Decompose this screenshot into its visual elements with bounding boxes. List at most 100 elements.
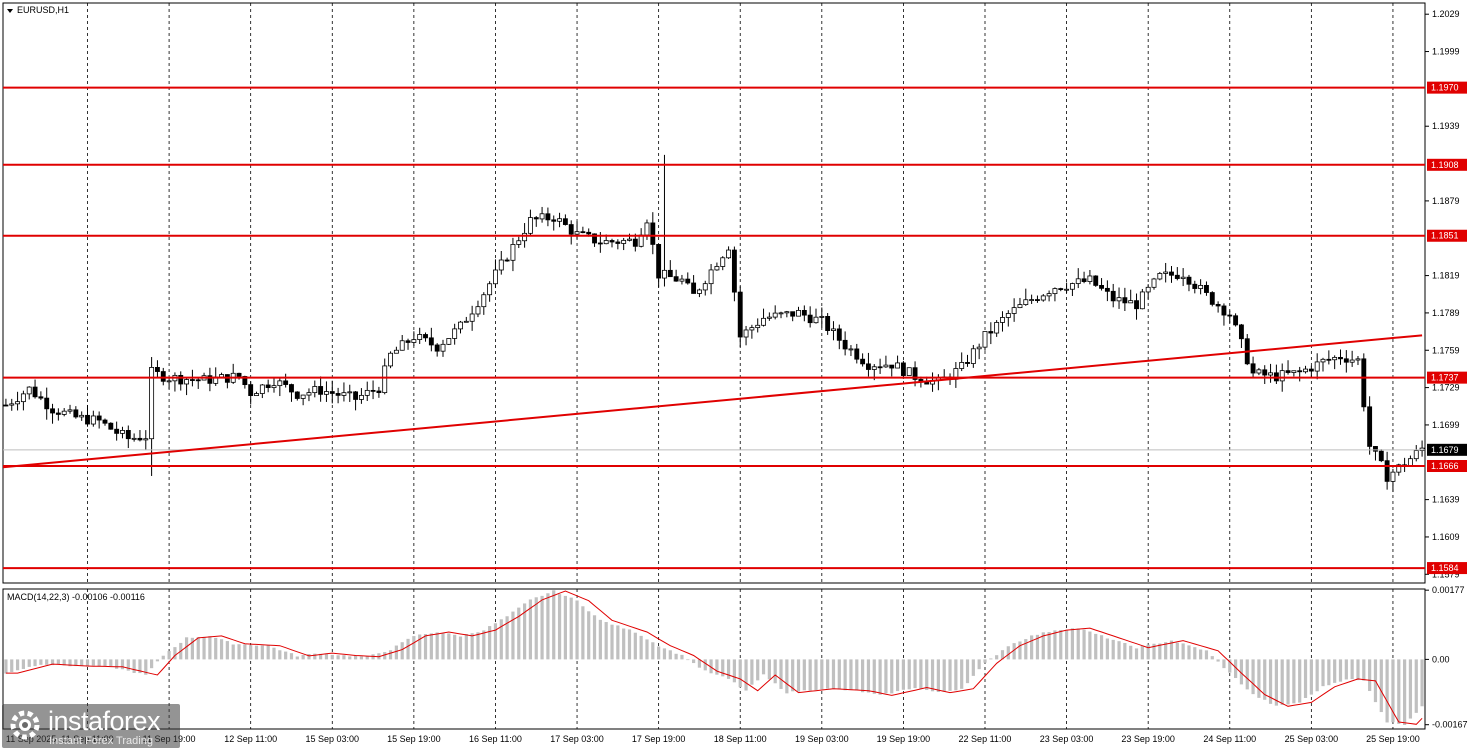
bear-candle bbox=[160, 371, 166, 382]
bear-candle bbox=[428, 337, 434, 346]
bear-candle bbox=[1186, 276, 1192, 285]
bear-candle bbox=[615, 241, 621, 244]
bull-candle bbox=[848, 348, 854, 351]
bear-candle bbox=[1209, 292, 1215, 305]
bull-candle bbox=[831, 328, 836, 331]
bear-candle bbox=[965, 362, 970, 364]
time-axis-label: 16 Sep 11:00 bbox=[469, 734, 522, 744]
bull-candle bbox=[976, 346, 982, 350]
bear-candle bbox=[1238, 324, 1244, 340]
bear-candle bbox=[854, 348, 860, 360]
level-label: 1.1737 bbox=[1431, 373, 1459, 383]
bull-candle bbox=[120, 430, 125, 434]
bull-candle bbox=[1145, 286, 1151, 293]
bull-candle bbox=[1180, 276, 1186, 279]
bull-candle bbox=[388, 352, 393, 367]
bull-candle bbox=[1116, 297, 1122, 302]
level-badge bbox=[1427, 81, 1467, 94]
time-axis-label: 18 Sep 11:00 bbox=[714, 734, 767, 744]
bear-candle bbox=[1262, 369, 1268, 376]
time-axis-label: 23 Sep 03:00 bbox=[1040, 734, 1094, 744]
bull-candle bbox=[621, 239, 627, 244]
bull-candle bbox=[277, 380, 283, 387]
instaforex-logo-icon bbox=[10, 710, 40, 740]
bull-candle bbox=[143, 438, 149, 441]
bear-candle bbox=[137, 437, 143, 441]
bear-candle bbox=[656, 244, 662, 279]
bear-candle bbox=[731, 249, 737, 293]
bear-candle bbox=[376, 390, 382, 394]
bear-candle bbox=[1361, 358, 1367, 408]
time-axis-label: 25 Sep 03:00 bbox=[1285, 734, 1339, 744]
bull-candle bbox=[493, 269, 498, 285]
bull-candle bbox=[644, 222, 650, 236]
bull-candle bbox=[463, 320, 469, 323]
bull-candle bbox=[970, 348, 976, 364]
bull-candle bbox=[67, 409, 73, 412]
bear-candle bbox=[55, 412, 61, 415]
bear-candle bbox=[1192, 283, 1198, 289]
macd-tick-label: 0.00177 bbox=[1432, 585, 1465, 595]
price-tick-label: 1.1579 bbox=[1432, 569, 1460, 579]
time-axis-label: 15 Sep 03:00 bbox=[305, 734, 359, 744]
bear-candle bbox=[96, 415, 102, 421]
bull-candle bbox=[149, 367, 155, 440]
bear-candle bbox=[85, 414, 90, 425]
bear-candle bbox=[1174, 274, 1180, 279]
bull-candle bbox=[743, 329, 749, 338]
bear-candle bbox=[50, 408, 55, 414]
bull-candle bbox=[79, 414, 85, 418]
bull-candle bbox=[603, 240, 609, 245]
bull-candle bbox=[1291, 370, 1297, 373]
level-label: 1.1584 bbox=[1431, 563, 1459, 573]
bull-candle bbox=[895, 362, 901, 369]
bull-candle bbox=[1087, 275, 1093, 282]
bull-candle bbox=[1151, 278, 1157, 288]
bull-candle bbox=[871, 366, 877, 370]
bear-candle bbox=[842, 339, 848, 350]
bull-candle bbox=[469, 313, 475, 322]
bear-candle bbox=[73, 409, 79, 418]
bull-candle bbox=[393, 349, 399, 354]
bull-candle bbox=[726, 249, 732, 259]
bull-candle bbox=[1011, 307, 1017, 314]
bull-candle bbox=[1349, 359, 1355, 363]
bear-candle bbox=[737, 291, 743, 338]
bear-candle bbox=[1343, 358, 1349, 363]
bull-candle bbox=[662, 269, 667, 279]
bull-candle bbox=[1128, 300, 1134, 304]
bull-candle bbox=[959, 362, 965, 369]
time-axis-label: 15 Sep 19:00 bbox=[387, 734, 441, 744]
bull-candle bbox=[557, 218, 563, 222]
bull-candle bbox=[411, 339, 417, 343]
bull-candle bbox=[487, 283, 493, 296]
bear-candle bbox=[533, 217, 539, 220]
bear-candle bbox=[289, 384, 294, 393]
price-tick-label: 1.1699 bbox=[1432, 420, 1460, 430]
price-tick-label: 1.1939 bbox=[1432, 121, 1460, 131]
bear-candle bbox=[1233, 315, 1239, 326]
level-badge bbox=[1427, 158, 1467, 171]
bear-candle bbox=[125, 430, 131, 440]
bear-candle bbox=[44, 397, 50, 410]
time-axis-label: 17 Sep 03:00 bbox=[550, 734, 604, 744]
bear-candle bbox=[673, 276, 679, 282]
time-axis-label: 22 Sep 11:00 bbox=[959, 734, 1012, 744]
bull-candle bbox=[819, 316, 825, 318]
bull-candle bbox=[1029, 299, 1035, 301]
bear-candle bbox=[1326, 358, 1332, 361]
bear-candle bbox=[32, 386, 38, 398]
bull-candle bbox=[539, 213, 545, 220]
bull-candle bbox=[679, 278, 685, 282]
bear-candle bbox=[836, 328, 842, 341]
bull-candle bbox=[784, 311, 790, 314]
bull-candle bbox=[720, 257, 726, 267]
bull-candle bbox=[446, 338, 452, 345]
bull-candle bbox=[749, 327, 755, 331]
bear-candle bbox=[283, 380, 289, 385]
bear-candle bbox=[1099, 285, 1104, 289]
bull-candle bbox=[1069, 283, 1075, 290]
bull-candle bbox=[312, 386, 318, 394]
